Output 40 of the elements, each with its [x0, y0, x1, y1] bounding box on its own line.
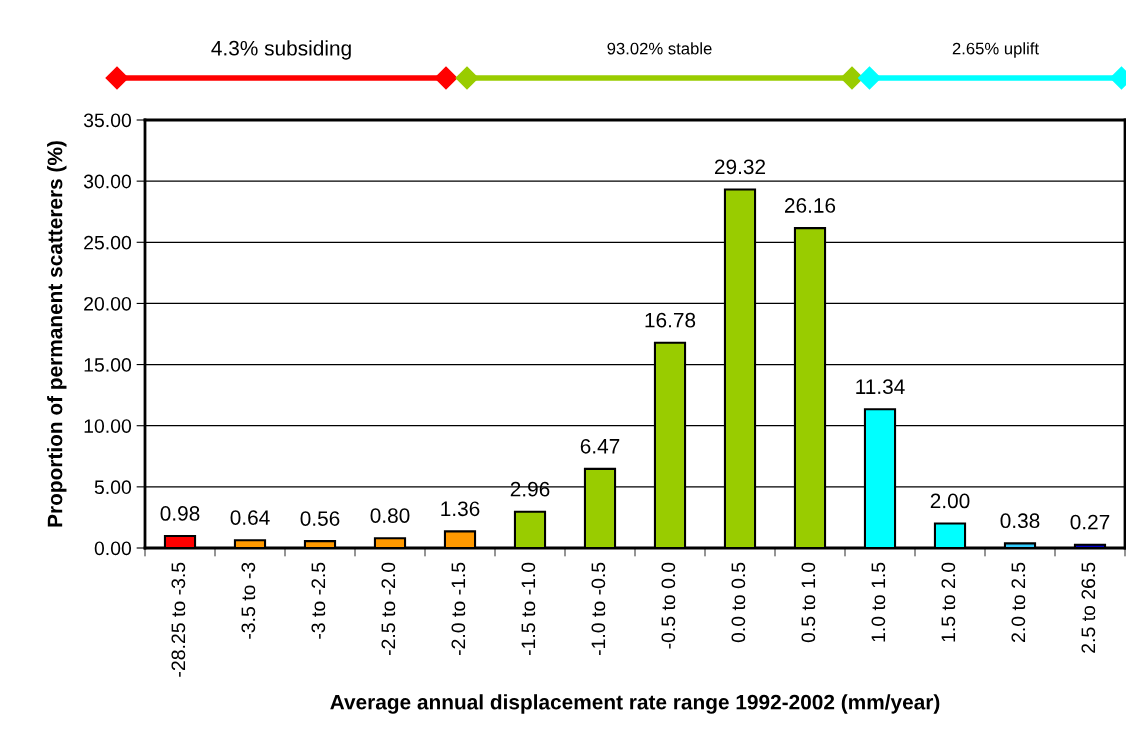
x-tick-label: 2.5 to 26.5: [1081, 562, 1096, 653]
data-label: 0.64: [230, 510, 270, 525]
data-label: 0.80: [370, 508, 410, 523]
x-tick-label: -1.0 to -0.5: [591, 562, 606, 656]
y-tick-label: 10.00: [84, 419, 132, 433]
y-tick-label: 35.00: [83, 113, 132, 128]
data-label: 29.32: [714, 159, 766, 175]
data-label: 1.36: [441, 501, 480, 517]
x-tick-label: -2.5 to -2.0: [381, 562, 396, 656]
y-axis-title: Proportion of permanent scatterers (%): [47, 141, 67, 527]
data-label: 2.00: [930, 493, 970, 509]
x-tick-label: 1.5 to 2.0: [941, 562, 956, 642]
data-label: 0.56: [300, 511, 340, 526]
y-tick-label: 15.00: [84, 358, 132, 372]
x-tick-label: -1.5 to -1.0: [521, 562, 536, 656]
y-tick-label: 20.00: [84, 296, 132, 311]
y-tick-label: 5.00: [94, 480, 132, 495]
x-tick-label: 0.5 to 1.0: [801, 562, 816, 643]
data-label: 6.47: [580, 438, 620, 454]
text: 93.02% stable: [607, 42, 712, 55]
data-label: 0.98: [160, 506, 200, 521]
data-label: 0.38: [1000, 513, 1040, 529]
x-tick-label: 2.0 to 2.5: [1011, 562, 1026, 642]
x-tick-label: -0.5 to 0.0: [661, 562, 676, 649]
x-tick-label: 1.0 to 1.5: [871, 562, 886, 642]
x-tick-label: -28.25 to -3.5: [171, 562, 186, 677]
x-axis-title: Average annual displacement rate range 1992-2002 (mm/year): [330, 694, 940, 714]
x-tick-label: -2.0 to -1.5: [451, 562, 466, 656]
y-tick-label: 0.00: [94, 541, 132, 556]
data-label: 16.78: [645, 312, 696, 328]
y-tick-label: 30.00: [83, 174, 132, 189]
x-tick-label: -3.5 to -3: [241, 562, 256, 639]
data-label: 26.16: [784, 198, 836, 213]
data-label: 11.34: [856, 379, 905, 395]
x-tick-label: -3 to -2.5: [311, 562, 326, 639]
text: 2.65% uplift: [952, 42, 1039, 58]
y-tick-label: 25.00: [84, 235, 132, 250]
x-tick-label: 0.0 to 0.5: [731, 562, 746, 643]
text: 4.3% subsiding: [211, 40, 351, 60]
data-label: 0.27: [1070, 514, 1110, 530]
